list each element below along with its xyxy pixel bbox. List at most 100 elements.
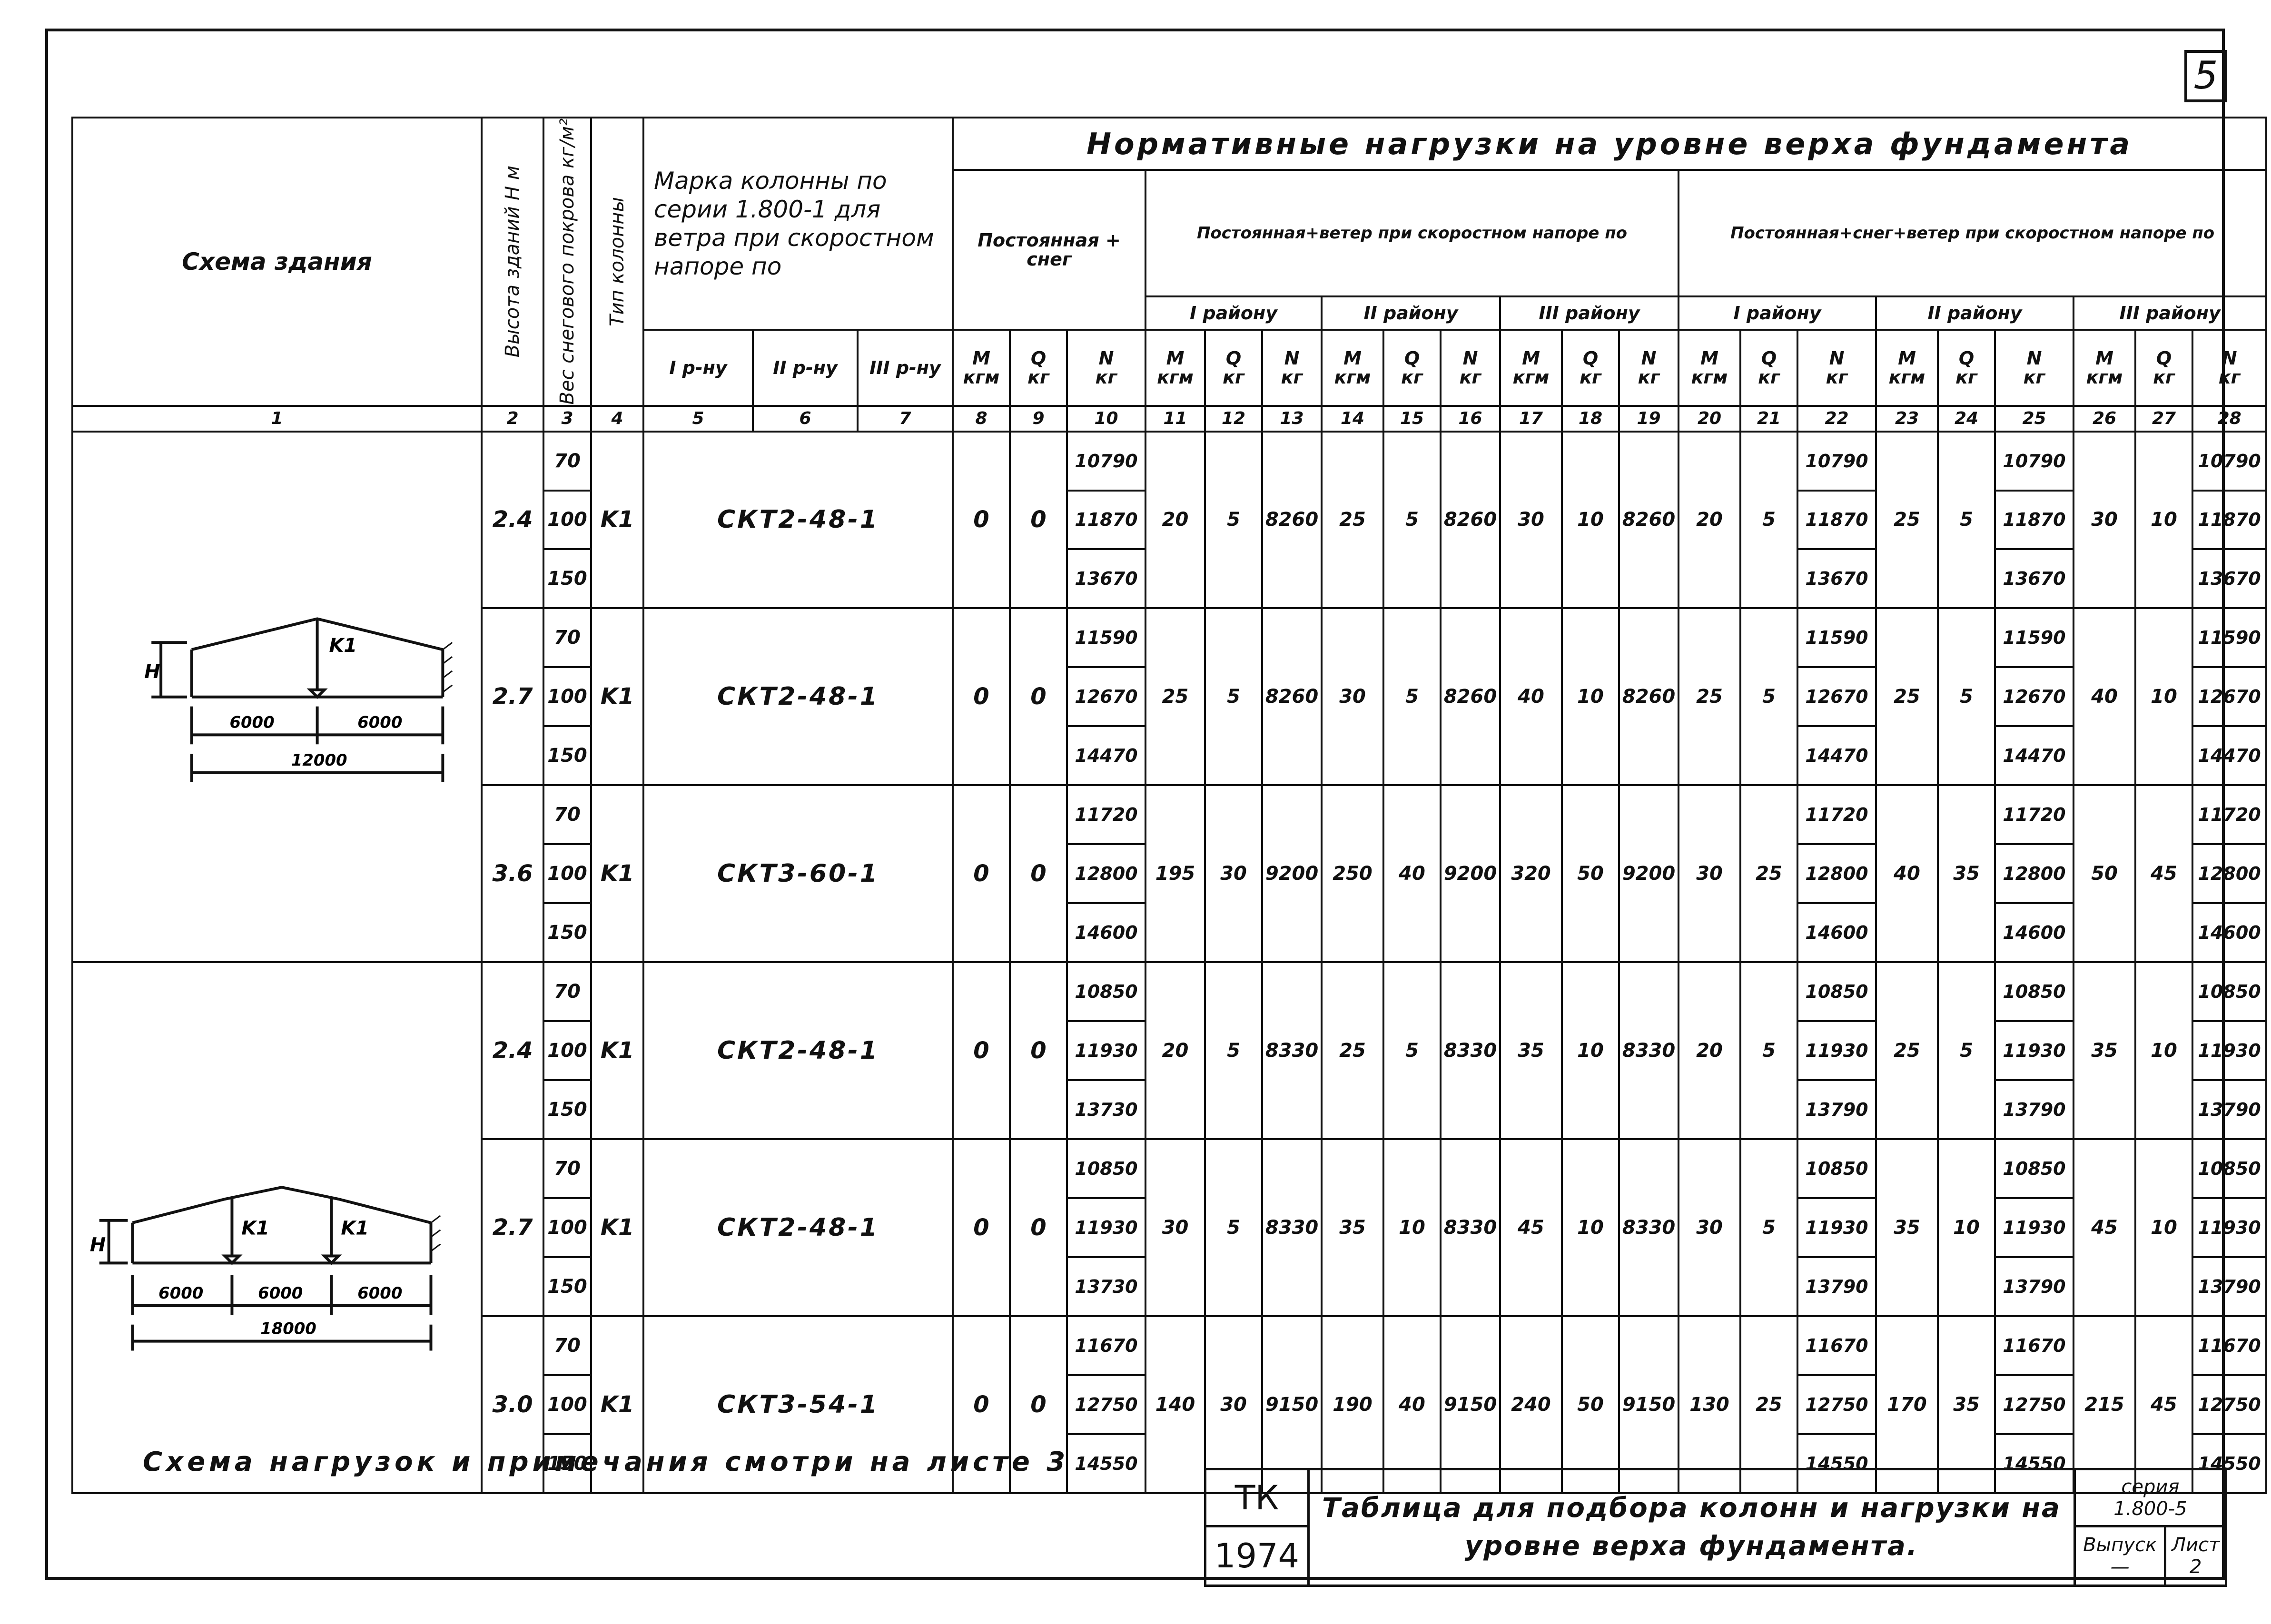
value-c23: 40 xyxy=(1875,784,1939,963)
normal-force-col25: 11870 xyxy=(1994,489,2074,551)
title-text: Таблица для подбора колонн и нагрузки на… xyxy=(1307,1468,2076,1587)
scheme2-total-span: 18000 xyxy=(260,1319,316,1338)
value-c27: 10 xyxy=(2134,430,2193,610)
moment-col8: 0 xyxy=(952,784,1011,963)
unit-symbol: N xyxy=(2222,347,2237,369)
value-c15: 5 xyxy=(1382,430,1442,610)
scheme1-total-span: 12000 xyxy=(291,751,347,769)
normal-force-col28: 10850 xyxy=(2191,961,2268,1022)
value-c17: 35 xyxy=(1499,961,1563,1140)
normal-force-col22: 14600 xyxy=(1797,902,1877,963)
normal-force-col25: 10850 xyxy=(1994,961,2074,1022)
snow-load: 150 xyxy=(543,1256,592,1317)
normal-force-col10: 10790 xyxy=(1066,430,1146,492)
value-c15: 5 xyxy=(1382,607,1442,787)
scheme1-h-label: H xyxy=(144,660,160,682)
value-c27: 10 xyxy=(2134,961,2193,1140)
normal-force-col28: 11590 xyxy=(2191,607,2268,669)
title-code-bottom: 1974 xyxy=(1204,1525,1310,1587)
building-scheme-1: H K1 6000 6000 12000 xyxy=(144,617,453,782)
value-c15: 40 xyxy=(1382,784,1442,963)
normal-force-col10: 12750 xyxy=(1066,1374,1146,1435)
shear-col9: 0 xyxy=(1009,1138,1068,1317)
value-c18: 10 xyxy=(1561,961,1620,1140)
column-number: 16 xyxy=(1440,404,1501,433)
column-number: 2 xyxy=(481,404,544,433)
region-2b: II району xyxy=(1875,295,2074,331)
shear-col9: 0 xyxy=(1009,1315,1068,1494)
normal-force-col22: 12800 xyxy=(1797,843,1877,905)
value-c13: 9200 xyxy=(1261,784,1323,963)
unit-dimension: кгм xyxy=(2086,366,2123,388)
page-number: 5 xyxy=(2184,50,2227,102)
snow-load: 70 xyxy=(543,1315,592,1376)
value-c18: 10 xyxy=(1561,607,1620,787)
unit-dimension: кг xyxy=(1638,366,1660,388)
normal-force-col25: 13670 xyxy=(1994,548,2074,610)
normal-force-col22: 13670 xyxy=(1797,548,1877,610)
scheme2-span-1: 6000 xyxy=(158,1284,203,1302)
column-number: 27 xyxy=(2134,404,2193,433)
shear-col9: 0 xyxy=(1009,784,1068,963)
value-c21: 5 xyxy=(1739,430,1798,610)
unit-dimension: кгм xyxy=(1157,366,1194,388)
value-c19: 8260 xyxy=(1618,430,1679,610)
column-number: 28 xyxy=(2191,404,2268,433)
value-c19: 9200 xyxy=(1618,784,1679,963)
value-c21: 5 xyxy=(1739,961,1798,1140)
normal-force-col28: 13790 xyxy=(2191,1079,2268,1140)
scheme2-span-2: 6000 xyxy=(258,1284,303,1302)
series-label: серия xyxy=(2121,1476,2180,1498)
value-c23: 35 xyxy=(1875,1138,1939,1317)
column-type: K1 xyxy=(590,1138,644,1317)
header-height: Высота зданий H м xyxy=(481,117,544,407)
header-perm-snow: Постоянная + снег xyxy=(952,169,1146,331)
snow-load: 150 xyxy=(543,725,592,787)
table-row: 150 13730 13790 13790 13790 xyxy=(72,1079,2268,1140)
column-number: 13 xyxy=(1261,404,1323,433)
unit-symbol: N xyxy=(1641,347,1657,369)
value-c23: 25 xyxy=(1875,607,1939,787)
value-c19: 8330 xyxy=(1618,961,1679,1140)
unit-dimension: кг xyxy=(1758,366,1780,388)
value-c13: 8260 xyxy=(1261,430,1323,610)
normal-force-col22: 10850 xyxy=(1797,961,1877,1022)
value-c15: 5 xyxy=(1382,961,1442,1140)
value-c14: 190 xyxy=(1321,1315,1384,1494)
value-c12: 30 xyxy=(1204,1315,1263,1494)
normal-force-col25: 14470 xyxy=(1994,725,2074,787)
column-number: 6 xyxy=(752,404,859,433)
scheme1-span-1: 6000 xyxy=(229,713,274,731)
value-c23: 170 xyxy=(1875,1315,1939,1494)
table-row: 150 13730 13790 13790 13790 xyxy=(72,1256,2268,1317)
unit-symbol: N xyxy=(1829,347,1845,369)
building-scheme-cell: H K1 K1 6000 6000 6000 18000 xyxy=(71,961,483,1494)
unit-dimension: кг xyxy=(1223,366,1244,388)
normal-force-col28: 11870 xyxy=(2191,489,2268,551)
normal-force-col22: 10850 xyxy=(1797,1138,1877,1199)
value-c19: 8330 xyxy=(1618,1138,1679,1317)
normal-force-col28: 11720 xyxy=(2191,784,2268,846)
building-height: 3.0 xyxy=(481,1315,544,1494)
unit-symbol: M xyxy=(1343,347,1362,369)
value-c17: 320 xyxy=(1499,784,1563,963)
value-c13: 8330 xyxy=(1261,1138,1323,1317)
snow-load: 150 xyxy=(543,1079,592,1140)
normal-force-col25: 12670 xyxy=(1994,666,2074,728)
snow-load: 100 xyxy=(543,1197,592,1258)
normal-force-col10: 11930 xyxy=(1066,1197,1146,1258)
normal-force-col28: 14600 xyxy=(2191,902,2268,963)
value-c24: 35 xyxy=(1937,784,1996,963)
scheme2-column-label-2: K1 xyxy=(341,1218,369,1240)
footer-note: Схема нагрузок и примечания смотри на ли… xyxy=(143,1447,1069,1477)
normal-force-col25: 10790 xyxy=(1994,430,2074,492)
unit-dimension: кг xyxy=(1826,366,1848,388)
column-type: K1 xyxy=(590,784,644,963)
moment-col8: 0 xyxy=(952,1315,1011,1494)
